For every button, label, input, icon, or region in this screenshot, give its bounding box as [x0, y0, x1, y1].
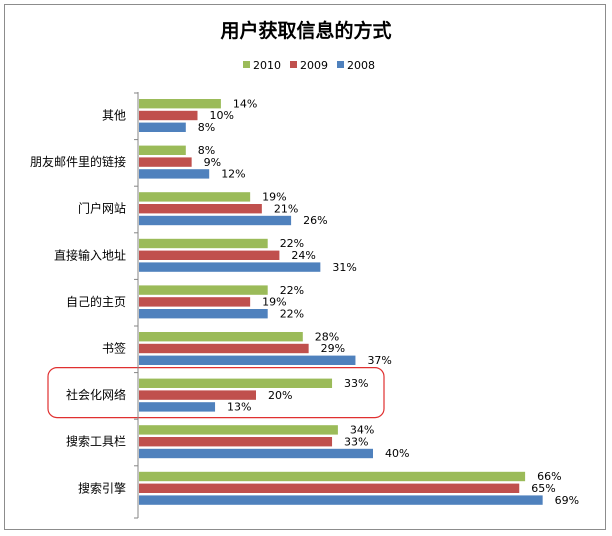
- category-label: 搜索引擎: [78, 480, 126, 495]
- data-label-2010: 22%: [280, 284, 304, 297]
- bar-2009: [139, 390, 256, 400]
- legend-swatch-2009: [290, 61, 297, 68]
- data-label-2009: 29%: [321, 342, 345, 355]
- bar-2008: [139, 215, 292, 226]
- bar-2010: [139, 99, 221, 109]
- bar-2010: [139, 378, 333, 388]
- category-label: 门户网站: [78, 201, 126, 216]
- data-label-2009: 33%: [344, 435, 368, 448]
- category-label: 朋友邮件里的链接: [30, 154, 126, 169]
- data-label-2009: 19%: [262, 296, 286, 309]
- highlight-layer: [47, 367, 385, 419]
- axis: 其他朋友邮件里的链接门户网站直接输入地址自己的主页书签社会化网络搜索工具栏搜索引…: [30, 92, 139, 519]
- data-label-2009: 10%: [210, 109, 234, 122]
- data-label-2010: 22%: [280, 237, 304, 250]
- bar-2010: [139, 238, 268, 249]
- category-label: 搜索工具栏: [66, 434, 126, 449]
- data-label-2008: 13%: [227, 401, 251, 414]
- highlight-box: [47, 367, 385, 419]
- data-label-2010: 19%: [262, 191, 286, 204]
- bar-2009: [139, 343, 309, 354]
- legend-swatch-2008: [337, 61, 344, 68]
- bar-2010: [139, 471, 526, 482]
- data-label-2008: 26%: [303, 214, 327, 227]
- bar-2009: [139, 483, 520, 493]
- bar-2008: [139, 122, 186, 132]
- bar-2009: [139, 157, 192, 167]
- data-label-2010: 14%: [233, 97, 257, 110]
- bar-2009: [139, 437, 333, 447]
- bar-2008: [139, 309, 268, 319]
- bar-2008: [139, 262, 321, 272]
- bar-2009: [139, 110, 198, 121]
- data-label-2009: 65%: [531, 482, 555, 495]
- data-label-2010: 33%: [344, 377, 368, 390]
- data-label-2009: 24%: [291, 249, 315, 262]
- chart-title: 用户获取信息的方式: [220, 19, 391, 42]
- legend-label-2009: 2009: [300, 59, 328, 72]
- bar-2008: [139, 355, 356, 365]
- category-label: 书签: [102, 341, 126, 356]
- category-label: 其他: [102, 109, 126, 123]
- bar-2010: [139, 332, 303, 342]
- bar-2008: [139, 495, 543, 505]
- bar-2010: [139, 145, 186, 155]
- data-label-2010: 66%: [537, 470, 561, 483]
- legend-label-2008: 2008: [347, 59, 375, 72]
- data-label-2009: 9%: [204, 156, 221, 169]
- category-label: 直接输入地址: [54, 247, 126, 262]
- data-label-2010: 34%: [350, 424, 374, 437]
- bar-2008: [139, 448, 373, 459]
- bar-2010: [139, 192, 251, 202]
- category-label: 自己的主页: [66, 294, 126, 309]
- bar-2009: [139, 204, 262, 214]
- data-label-2008: 31%: [332, 261, 356, 274]
- bar-2009: [139, 297, 251, 307]
- category-label: 社会化网络: [66, 387, 126, 402]
- data-label-2008: 8%: [198, 121, 215, 134]
- data-label-2010: 8%: [198, 144, 215, 157]
- data-label-2008: 37%: [367, 354, 391, 367]
- data-label-2008: 12%: [221, 168, 245, 181]
- bar-2009: [139, 250, 280, 260]
- data-label-2009: 21%: [274, 202, 298, 215]
- bar-2008: [139, 402, 216, 412]
- bar-2010: [139, 285, 268, 295]
- data-label-2008: 22%: [280, 307, 304, 320]
- data-label-2009: 20%: [268, 389, 292, 402]
- data-label-2008: 69%: [555, 494, 579, 507]
- legend-label-2010: 2010: [253, 59, 281, 72]
- bar-2008: [139, 169, 210, 179]
- legend: 2010 2009 2008: [243, 59, 375, 72]
- bars: 14%10%8%8%9%12%19%21%26%22%24%31%22%19%2…: [139, 97, 579, 507]
- data-label-2010: 28%: [315, 330, 339, 343]
- data-label-2008: 40%: [385, 447, 409, 460]
- legend-swatch-2010: [243, 61, 250, 68]
- bar-2010: [139, 425, 338, 435]
